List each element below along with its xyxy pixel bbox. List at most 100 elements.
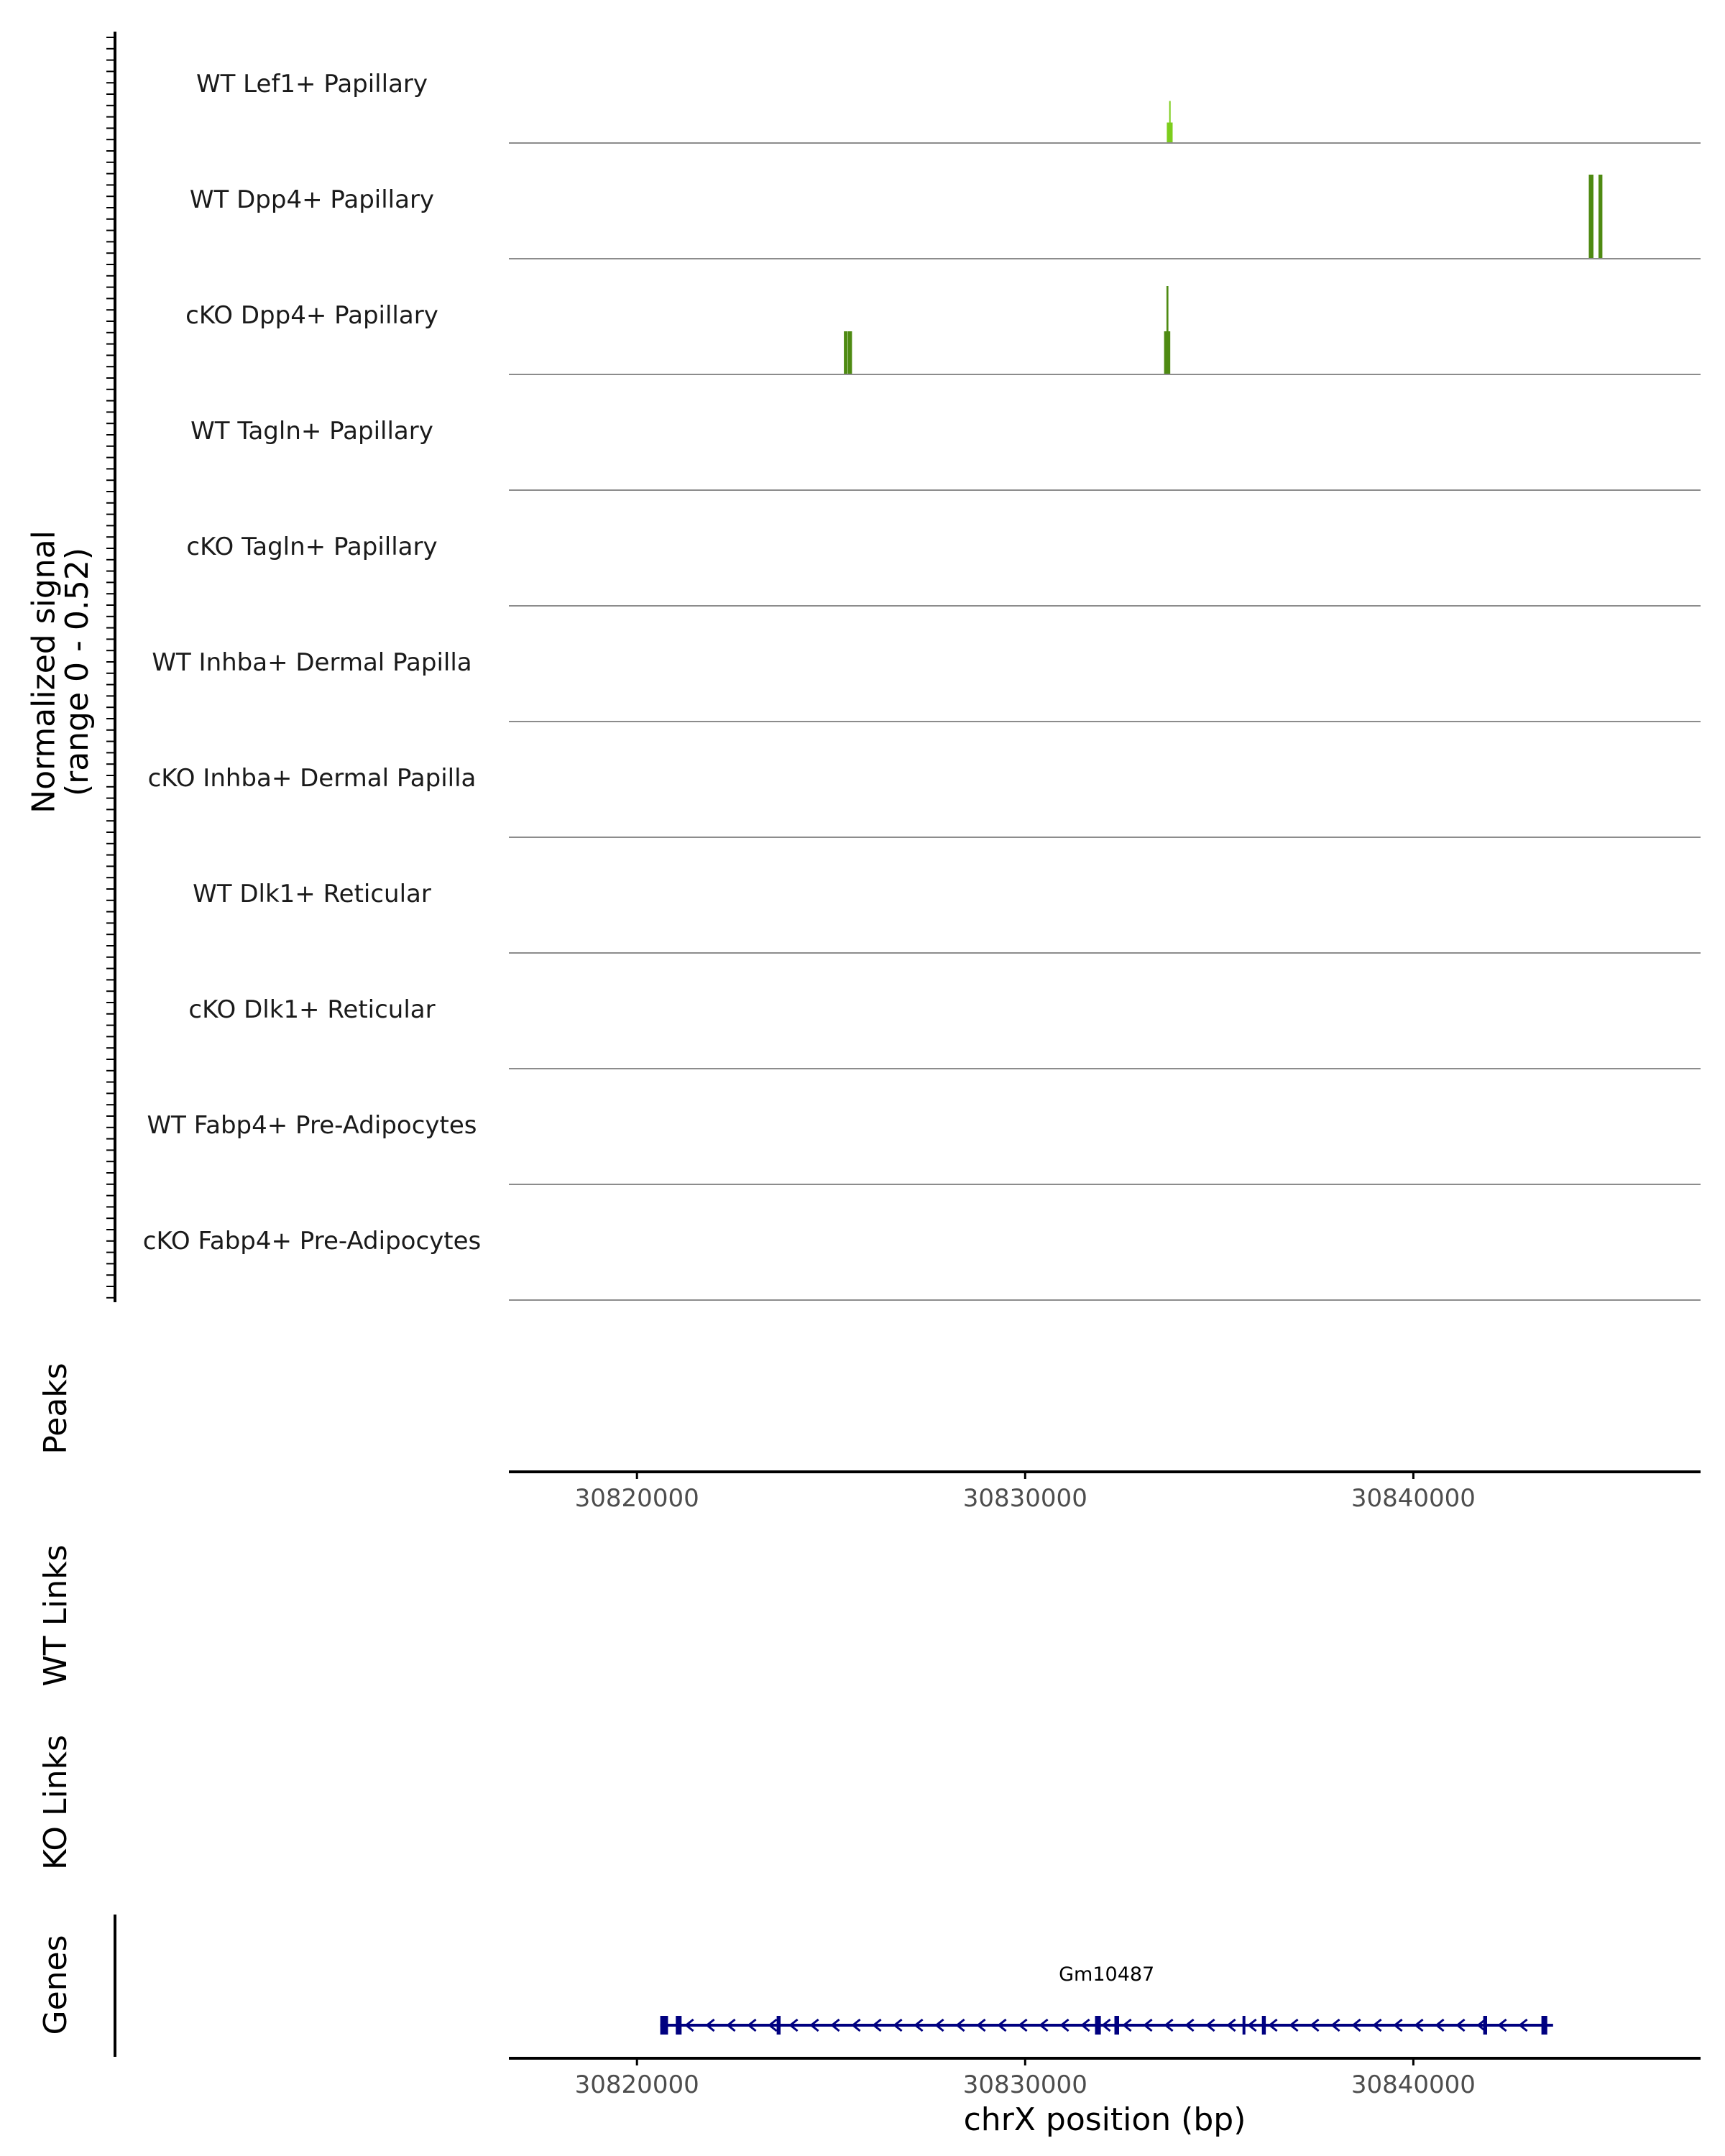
- strand-arrow: [1351, 2018, 1361, 2032]
- strand-arrow: [1101, 2018, 1111, 2032]
- coverage-peak: [848, 331, 852, 374]
- strand-arrow: [1143, 2018, 1153, 2032]
- strand-arrow: [747, 2018, 757, 2032]
- coverage-peak: [1598, 175, 1603, 259]
- gene-exon: [776, 2016, 781, 2035]
- strand-arrow: [1039, 2018, 1049, 2032]
- strand-arrow: [1518, 2018, 1528, 2032]
- strand-arrow: [1393, 2018, 1403, 2032]
- track-label: cKO Fabp4+ Pre-Adipocytes: [143, 1227, 482, 1256]
- strand-arrow: [1476, 2018, 1486, 2032]
- gene-label: Gm10487: [1059, 1963, 1154, 1986]
- strand-arrow: [1330, 2018, 1340, 2032]
- track-9: cKO Dlk1+ Reticular: [188, 995, 1701, 1069]
- strand-arrow: [726, 2018, 736, 2032]
- track-label: cKO Tagln+ Papillary: [186, 533, 437, 561]
- track-6: WT Inhba+ Dermal Papilla: [152, 648, 1701, 722]
- strand-arrow: [976, 2018, 986, 2032]
- strand-arrow: [1247, 2018, 1257, 2032]
- strand-arrow: [1414, 2018, 1424, 2032]
- track-label: cKO Inhba+ Dermal Papilla: [148, 764, 477, 793]
- track-label: WT Inhba+ Dermal Papilla: [152, 648, 472, 677]
- strand-arrow: [1268, 2018, 1278, 2032]
- x-tick-label: 30830000: [963, 2070, 1087, 2099]
- gene-exon: [1483, 2016, 1487, 2035]
- coverage-peak: [1588, 175, 1593, 259]
- genes-panel: Genes Gm10487: [37, 1915, 1553, 2057]
- track-8: WT Dlk1+ Reticular: [193, 880, 1701, 954]
- gene-exon: [1242, 2016, 1246, 2035]
- strand-arrow: [997, 2018, 1007, 2032]
- signal-y-label-line1: Normalized signal: [26, 530, 63, 814]
- strand-arrow: [1205, 2018, 1215, 2032]
- strand-arrow: [1059, 2018, 1070, 2032]
- track-label: WT Lef1+ Papillary: [196, 70, 428, 98]
- strand-arrow: [1310, 2018, 1320, 2032]
- strand-arrow: [1455, 2018, 1466, 2032]
- strand-arrow: [1497, 2018, 1507, 2032]
- panel-label-wt-links: WT Links: [37, 1544, 74, 1686]
- annotation-panels: Peaks WT Links KO Links: [37, 1363, 74, 1870]
- x-tick-label: 30840000: [1351, 2070, 1476, 2099]
- strand-arrow: [914, 2018, 924, 2032]
- strand-arrow: [1289, 2018, 1299, 2032]
- strand-arrow: [830, 2018, 840, 2032]
- gene-exon: [676, 2016, 682, 2035]
- track-4: WT Tagln+ Papillary: [190, 417, 1701, 491]
- signal-y-label-line2: (range 0 - 0.52): [59, 548, 96, 796]
- track-1: WT Lef1+ Papillary: [196, 70, 1701, 144]
- gene-exon: [1541, 2016, 1547, 2035]
- strand-arrow: [1226, 2018, 1236, 2032]
- coverage-peak: [844, 331, 848, 374]
- strand-arrow: [1372, 2018, 1382, 2032]
- strand-arrow: [705, 2018, 715, 2032]
- track-label: WT Dlk1+ Reticular: [193, 880, 431, 908]
- strand-arrow: [684, 2018, 694, 2032]
- x-axis-top: 30820000 30830000 30840000: [509, 1470, 1701, 1513]
- strand-arrow: [872, 2018, 882, 2032]
- panel-label-peaks: Peaks: [37, 1363, 74, 1454]
- track-label: WT Dpp4+ Papillary: [190, 185, 434, 214]
- panel-label-genes: Genes: [37, 1935, 74, 2035]
- strand-arrow: [1164, 2018, 1174, 2032]
- strand-arrow: [893, 2018, 903, 2032]
- coverage-peak: [1166, 286, 1169, 374]
- gene-Gm10487: Gm10487: [660, 1963, 1553, 2035]
- strand-arrow: [788, 2018, 799, 2032]
- strand-arrow: [1080, 2018, 1090, 2032]
- track-label: cKO Dpp4+ Papillary: [185, 301, 438, 330]
- strand-arrow: [1184, 2018, 1195, 2032]
- track-10: WT Fabp4+ Pre-Adipocytes: [147, 1111, 1701, 1185]
- strand-arrow: [1018, 2018, 1028, 2032]
- signal-panel: Normalized signal(range 0 - 0.52) WT Lef1…: [26, 32, 1701, 1302]
- track-11: cKO Fabp4+ Pre-Adipocytes: [143, 1227, 1701, 1301]
- strand-arrow: [934, 2018, 944, 2032]
- x-tick-label: 30840000: [1351, 1484, 1476, 1513]
- strand-arrow: [809, 2018, 819, 2032]
- strand-arrow: [1122, 2018, 1132, 2032]
- gene-exon: [660, 2016, 668, 2035]
- strand-arrow: [851, 2018, 861, 2032]
- track-2: WT Dpp4+ Papillary: [190, 175, 1701, 259]
- strand-arrow: [768, 2018, 778, 2032]
- track-5: cKO Tagln+ Papillary: [186, 533, 1701, 607]
- track-label: WT Fabp4+ Pre-Adipocytes: [147, 1111, 477, 1140]
- track-label: WT Tagln+ Papillary: [190, 417, 433, 446]
- track-3: cKO Dpp4+ Papillary: [185, 286, 1701, 375]
- gene-exon: [1261, 2016, 1266, 2035]
- gene-exon: [1114, 2016, 1119, 2035]
- signal-y-label: Normalized signal(range 0 - 0.52): [26, 530, 96, 814]
- x-tick-label: 30830000: [963, 1484, 1087, 1513]
- track-7: cKO Inhba+ Dermal Papilla: [148, 764, 1701, 838]
- x-axis-title: chrX position (bp): [964, 2101, 1246, 2138]
- strand-arrow: [955, 2018, 965, 2032]
- gene-exon: [1095, 2016, 1101, 2035]
- strand-arrow: [1435, 2018, 1445, 2032]
- x-tick-label: 30820000: [575, 2070, 699, 2099]
- x-tick-label: 30820000: [575, 1484, 699, 1513]
- x-axis-bottom: 30820000 30830000 30840000 chrX position (b…: [509, 2057, 1701, 2138]
- panel-label-ko-links: KO Links: [37, 1735, 74, 1870]
- track-label: cKO Dlk1+ Reticular: [188, 995, 435, 1024]
- coverage-peak: [1169, 101, 1171, 143]
